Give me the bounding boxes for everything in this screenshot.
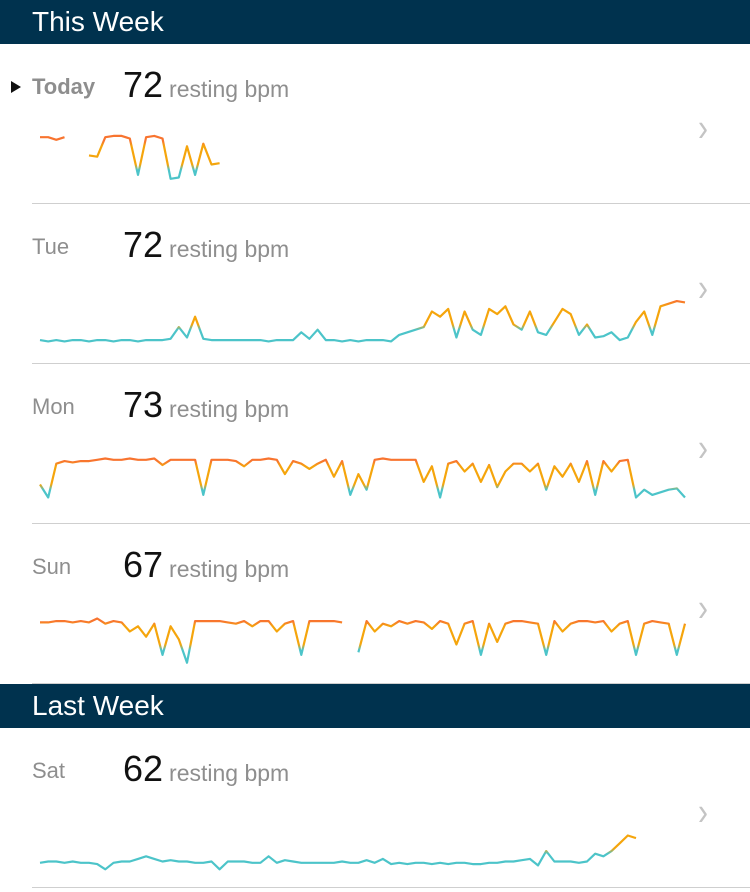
section-header: Last Week xyxy=(0,684,750,728)
heart-rate-line xyxy=(39,300,686,343)
day-label: Sat xyxy=(32,758,66,783)
heart-rate-sparkline xyxy=(39,457,686,499)
day-label: Mon xyxy=(32,394,75,419)
resting-bpm: 72 resting bpm xyxy=(123,224,289,266)
current-day-marker-icon xyxy=(11,81,21,93)
heart-rate-sparkline xyxy=(39,834,637,871)
resting-bpm-value: 67 xyxy=(123,544,164,585)
heart-rate-line xyxy=(88,134,220,180)
row-divider xyxy=(32,363,750,364)
heart-rate-line xyxy=(357,620,687,656)
section-header: This Week xyxy=(0,0,750,44)
resting-bpm-unit: resting bpm xyxy=(169,76,290,102)
chevron-right-icon[interactable]: › xyxy=(698,106,708,150)
day-label: Sun xyxy=(32,554,72,579)
chevron-right-icon[interactable]: › xyxy=(698,426,708,470)
day-row-sat[interactable]: Sat 62 resting bpm › xyxy=(0,728,750,888)
resting-bpm-unit: resting bpm xyxy=(169,396,290,422)
resting-bpm-value: 73 xyxy=(123,384,164,425)
resting-bpm: 72 resting bpm xyxy=(123,64,289,106)
resting-bpm-value: 72 xyxy=(123,64,164,105)
heart-rate-sparkline xyxy=(40,134,220,180)
day-label: Tue xyxy=(32,234,70,259)
heart-rate-line xyxy=(40,617,343,664)
heart-rate-line xyxy=(40,136,65,141)
resting-bpm-unit: resting bpm xyxy=(169,236,290,262)
row-divider xyxy=(32,887,750,888)
day-label: Today xyxy=(32,74,96,99)
resting-bpm: 73 resting bpm xyxy=(123,384,289,426)
heart-rate-line xyxy=(39,834,637,871)
resting-bpm-unit: resting bpm xyxy=(169,556,290,582)
heart-rate-sparkline xyxy=(40,617,687,664)
day-row-sun[interactable]: Sun 67 resting bpm › xyxy=(0,524,750,684)
resting-bpm: 67 resting bpm xyxy=(123,544,289,586)
chevron-right-icon[interactable]: › xyxy=(698,266,708,310)
resting-bpm: 62 resting bpm xyxy=(123,748,289,790)
row-divider xyxy=(32,203,750,204)
resting-bpm-value: 72 xyxy=(123,224,164,265)
row-divider xyxy=(32,683,750,684)
heart-rate-sparkline xyxy=(39,300,686,343)
day-row-today[interactable]: Today 72 resting bpm › xyxy=(0,44,750,204)
heart-rate-line xyxy=(39,457,686,499)
chevron-right-icon[interactable]: › xyxy=(698,790,708,834)
row-divider xyxy=(32,523,750,524)
resting-bpm-unit: resting bpm xyxy=(169,760,290,786)
day-row-tue[interactable]: Tue 72 resting bpm › xyxy=(0,204,750,364)
day-row-mon[interactable]: Mon 73 resting bpm › xyxy=(0,364,750,524)
resting-bpm-value: 62 xyxy=(123,748,164,789)
chevron-right-icon[interactable]: › xyxy=(698,586,708,630)
